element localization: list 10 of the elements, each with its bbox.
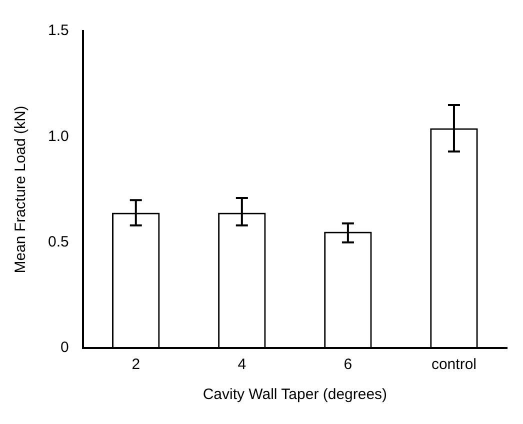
y-tick-label: 1.5 [48,22,69,40]
y-axis-title: Mean Fracture Load (kN) [12,106,30,274]
x-tick-label: 4 [238,356,246,374]
x-tick-label: control [431,356,476,374]
y-tick-label: 0 [60,339,69,356]
y-tick-label: 1.0 [48,128,69,145]
y-tick-label: 0.5 [48,233,69,250]
x-tick-label: 2 [132,356,140,374]
x-tick-label: 6 [344,356,352,374]
x-axis-title: Cavity Wall Taper (degrees) [202,386,388,404]
